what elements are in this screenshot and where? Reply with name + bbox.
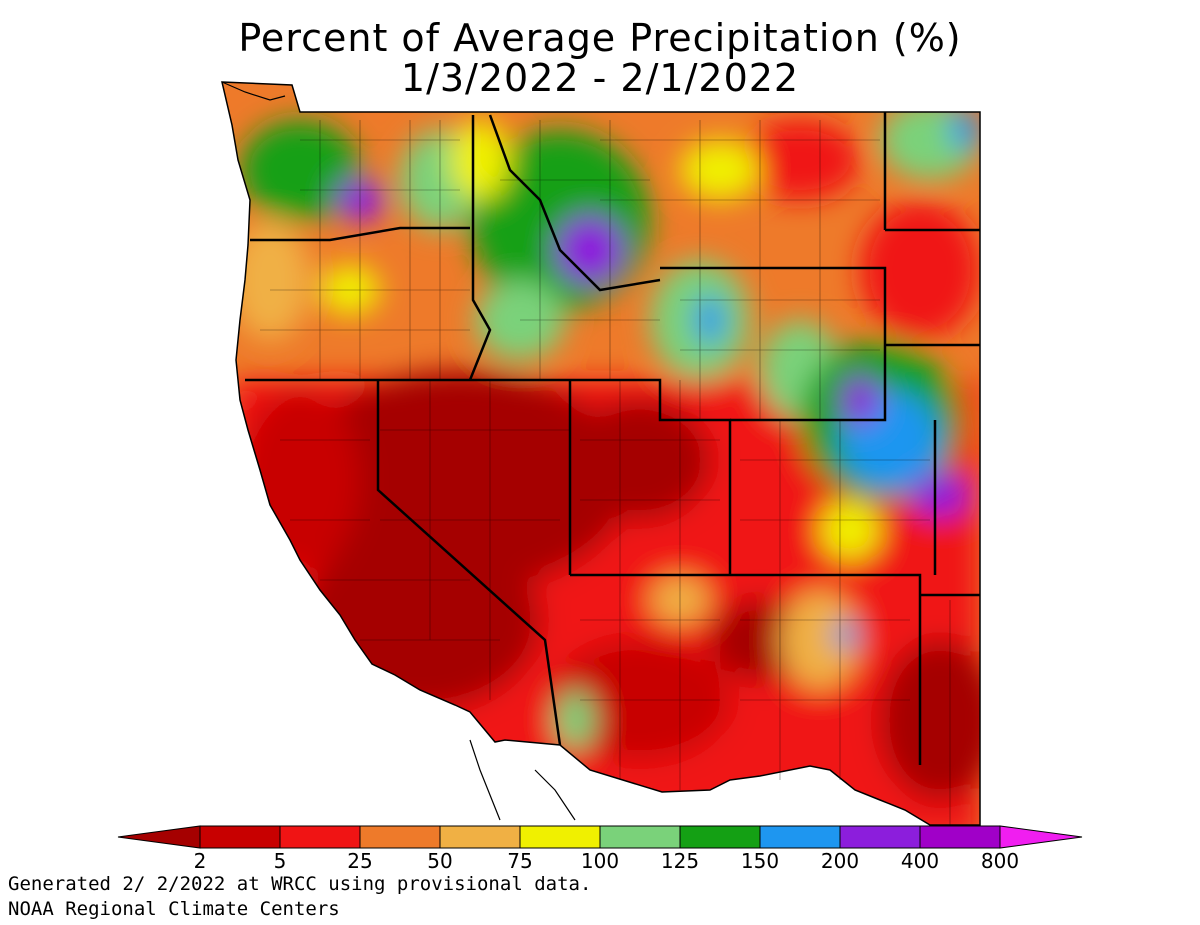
footer-generated-note: Generated 2/ 2/2022 at WRCC using provis…: [8, 873, 592, 895]
legend-bin: [839, 825, 921, 849]
state-borders: [245, 112, 980, 765]
legend-tick-label: 75: [507, 849, 532, 873]
canada-border-coast: [221, 81, 286, 101]
legend-bin: [759, 825, 841, 849]
legend-tick-label: 200: [821, 849, 859, 873]
legend-tick-label: 50: [427, 849, 452, 873]
legend-bin: [359, 825, 441, 849]
legend-tick-label: 5: [274, 849, 287, 873]
footer: Generated 2/ 2/2022 at WRCC using provis…: [8, 872, 591, 922]
legend-bin: [919, 825, 1001, 849]
legend-tick-label: 2: [194, 849, 207, 873]
footer-credit: NOAA Regional Climate Centers: [8, 898, 340, 920]
precipitation-map: [221, 81, 981, 826]
legend-bin: [519, 825, 601, 849]
map-title: Percent of Average Precipitation (%) 1/3…: [0, 18, 1200, 98]
mexico-coast: [469, 739, 576, 821]
legend-tick-label: 400: [901, 849, 939, 873]
legend-tick-label: 25: [347, 849, 372, 873]
legend-bin: [999, 825, 1083, 849]
legend-tick-label: 150: [741, 849, 779, 873]
precip-field: [222, 82, 980, 825]
county-lines: [260, 120, 951, 825]
legend-bin: [279, 825, 361, 849]
legend-bin: [599, 825, 681, 849]
legend-tick-label: 100: [581, 849, 619, 873]
title-line-2: 1/3/2022 - 2/1/2022: [400, 56, 800, 100]
legend-bin: [679, 825, 761, 849]
coastline: [221, 81, 981, 826]
legend-bin: [199, 825, 281, 849]
legend-bin: [117, 825, 201, 849]
legend-tick-label: 800: [981, 849, 1019, 873]
title-line-1: Percent of Average Precipitation (%): [238, 16, 962, 60]
legend-bin: [439, 825, 521, 849]
legend-tick-label: 125: [661, 849, 699, 873]
